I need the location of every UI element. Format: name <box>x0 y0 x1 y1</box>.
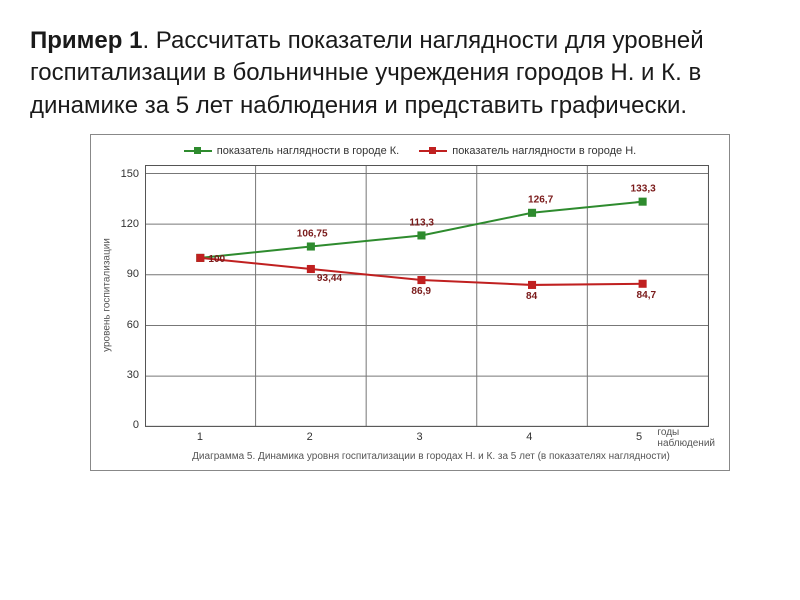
x-tick-label: 1 <box>197 425 203 443</box>
svg-text:106,75: 106,75 <box>297 229 328 240</box>
svg-text:100: 100 <box>208 254 225 265</box>
plot-area: уровень госпитализации 0306090120150 123… <box>145 165 709 425</box>
svg-text:133,3: 133,3 <box>631 184 657 195</box>
svg-text:86,9: 86,9 <box>411 286 431 297</box>
legend-swatch-h <box>419 150 447 152</box>
y-tick-label: 150 <box>121 168 145 180</box>
title-prefix: Пример 1 <box>30 27 142 54</box>
svg-text:113,3: 113,3 <box>409 218 434 229</box>
y-axis-label: уровень госпитализации <box>102 238 113 352</box>
legend-swatch-k <box>184 150 212 152</box>
y-tick-label: 120 <box>121 218 145 230</box>
chart-container: показатель наглядности в городе К. показ… <box>90 134 730 471</box>
svg-text:126,7: 126,7 <box>528 195 554 206</box>
title-text: Пример 1. Рассчитать показатели наглядно… <box>30 25 770 122</box>
svg-text:93,44: 93,44 <box>317 273 343 284</box>
x-tick-label: 5 <box>636 425 642 443</box>
y-tick-label: 90 <box>127 268 145 280</box>
legend-item-h: показатель наглядности в городе Н. <box>419 145 636 157</box>
y-tick-label: 60 <box>127 319 145 331</box>
x-tick-label: 4 <box>526 425 532 443</box>
chart-caption: Диаграмма 5. Динамика уровня госпитализа… <box>145 451 717 462</box>
y-tick-label: 0 <box>133 419 145 431</box>
svg-text:84,7: 84,7 <box>637 290 657 301</box>
x-tick-label: 2 <box>307 425 313 443</box>
x-axis-label: годы наблюдений <box>657 425 715 449</box>
svg-text:84: 84 <box>526 291 538 302</box>
legend-label-h: показатель наглядности в городе Н. <box>452 145 636 157</box>
legend-item-k: показатель наглядности в городе К. <box>184 145 399 157</box>
chart-svg: 106,75 113,3 126,7 133,3 100 93,44 86,9 84 84,7 <box>145 165 709 427</box>
legend: показатель наглядности в городе К. показ… <box>103 145 717 157</box>
legend-label-k: показатель наглядности в городе К. <box>217 145 399 157</box>
x-tick-label: 3 <box>416 425 422 443</box>
y-tick-label: 30 <box>127 369 145 381</box>
